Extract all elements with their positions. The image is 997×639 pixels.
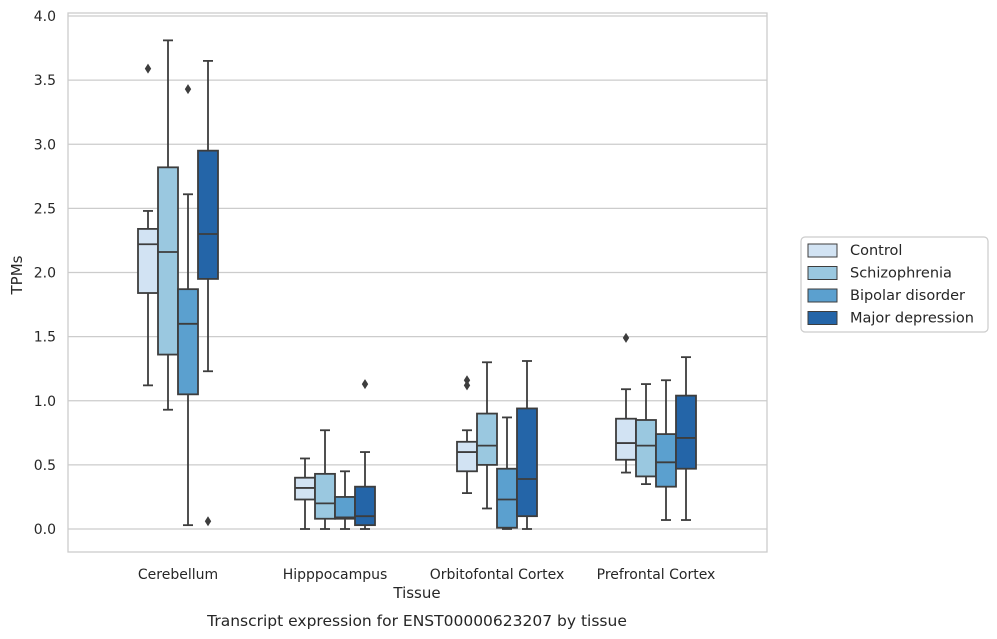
box (496, 416, 518, 530)
series-bipolar-disorder (177, 84, 677, 530)
legend-item: Major depression (807, 311, 974, 327)
legend-swatch (807, 243, 838, 258)
box-body (655, 433, 677, 488)
x-tick-label: Orbitofontal Cortex (430, 567, 565, 583)
series-schizophrenia (157, 39, 657, 530)
chart-caption: Transcript expression for ENST0000062320… (206, 612, 627, 630)
y-tick-label: 1.5 (34, 330, 56, 346)
outlier-point (622, 332, 630, 343)
box (675, 356, 697, 521)
outlier-point (463, 380, 471, 391)
box (334, 470, 356, 530)
plot-frame (67, 12, 768, 553)
legend-label: Bipolar disorder (850, 288, 965, 304)
legend-label: Major depression (850, 311, 974, 327)
legend-label: Schizophrenia (850, 266, 952, 282)
box (157, 39, 179, 411)
box-body (675, 394, 697, 470)
box-body (635, 419, 657, 478)
box-body (516, 407, 538, 518)
legend-swatch (807, 266, 838, 280)
outlier-point (184, 84, 192, 95)
outlier-point (204, 516, 212, 527)
legend-label: Control (850, 243, 902, 259)
box-body (615, 417, 637, 461)
legend: Control Schizophrenia Bipolar disorder Majo… (800, 236, 989, 333)
legend-frame (800, 236, 989, 333)
y-tick-label: 0.0 (34, 522, 56, 538)
outlier-point (361, 379, 369, 390)
legend-swatch (807, 288, 838, 303)
y-axis-label: TPMs (8, 255, 26, 295)
box-body (197, 149, 219, 280)
box (354, 379, 376, 530)
box-body (476, 412, 498, 466)
series-control (137, 63, 637, 530)
legend-item: Control (807, 243, 902, 259)
x-axis-label: Tissue (392, 584, 440, 602)
y-tick-label: 4.0 (34, 9, 56, 25)
y-tick-label: 3.5 (34, 73, 56, 89)
outlier-point (144, 63, 152, 74)
box-body (157, 166, 179, 356)
box (314, 429, 336, 530)
y-tick-label: 0.5 (34, 458, 56, 474)
box (516, 360, 538, 530)
x-tick-labels: Cerebellum Hipppocampus Orbitofontal Corte… (138, 567, 715, 583)
box (197, 59, 219, 527)
box-body (137, 227, 159, 294)
box-body (314, 472, 336, 520)
x-tick-label: Cerebellum (138, 567, 218, 583)
box-body (334, 496, 356, 520)
legend-item: Bipolar disorder (807, 288, 965, 304)
box-body (496, 467, 518, 529)
box-body (456, 440, 478, 473)
y-tick-label: 1.0 (34, 394, 56, 410)
x-tick-label: Prefrontal Cortex (597, 567, 716, 583)
box (476, 361, 498, 510)
box (635, 383, 657, 486)
legend-swatch (807, 311, 838, 325)
box-body (177, 288, 199, 396)
y-tick-label: 3.0 (34, 137, 56, 153)
box-series (137, 39, 697, 530)
outlier-point (463, 375, 471, 386)
box (456, 375, 478, 494)
legend-item: Schizophrenia (807, 266, 952, 282)
y-tick-labels: 0.0 0.5 1.0 1.5 2.0 2.5 3.0 3.5 4.0 (34, 9, 56, 538)
y-tick-label: 2.5 (34, 201, 56, 217)
x-tick-label: Hipppocampus (283, 567, 388, 583)
series-major-depression (197, 59, 697, 530)
y-tick-label: 2.0 (34, 266, 56, 282)
box (177, 84, 199, 527)
box-body (354, 485, 376, 527)
